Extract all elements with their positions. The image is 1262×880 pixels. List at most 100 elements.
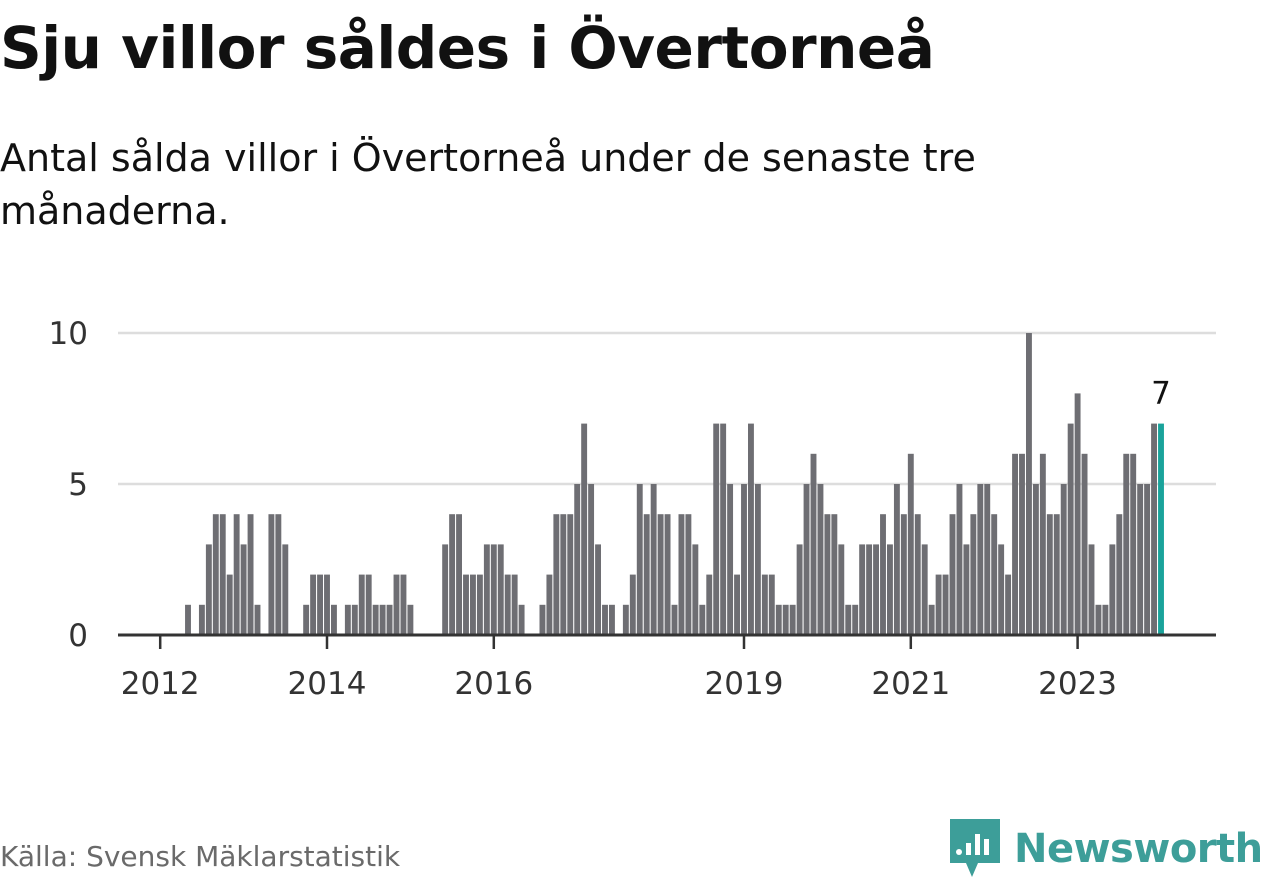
bar [970,514,977,635]
bar [636,484,643,635]
bar [344,604,351,635]
bar [1144,484,1151,635]
chart-title: Sju villor såldes i Övertorneå [0,14,935,82]
bar-highlight [1158,423,1164,635]
bar [331,604,337,635]
bar [303,604,310,635]
bar [386,604,393,635]
bar [824,514,831,635]
bar [198,604,205,635]
bar [1137,484,1144,635]
bar [1005,574,1012,635]
x-tick-label-2019: 2019 [705,666,784,702]
bar [463,574,469,635]
bar [602,604,608,635]
bar [324,574,330,635]
bar [442,544,449,635]
bar [254,604,261,635]
bar [560,514,567,635]
bar [1109,544,1116,635]
bar [727,484,734,635]
bar [1151,423,1157,635]
y-tick-label-5: 5 [68,467,88,503]
bar [317,574,323,635]
bar-chart: 0 5 10 2012 2014 2016 2019 2021 2023 7 [49,316,1216,702]
bar [907,453,914,635]
bar [761,574,768,635]
bar [282,544,289,635]
bar [379,604,386,635]
axes [118,633,1216,649]
newsworthy-logo-icon [950,819,1000,877]
bar [490,544,497,635]
bar [185,604,191,635]
bar [803,484,810,635]
bar [1095,604,1102,635]
bar [393,574,400,635]
bar [233,514,240,635]
x-tick-label-2014: 2014 [288,666,367,702]
bar [219,514,226,635]
labels: 0 5 10 2012 2014 2016 2019 2021 2023 7 [49,316,1171,702]
bar [643,514,650,635]
chart-subtitle: Antal sålda villor i Övertorneå under de… [0,136,976,234]
bar [483,544,490,635]
bar [914,514,921,635]
bar [838,544,845,635]
gridlines [118,331,1216,486]
bar [275,514,282,635]
bar [609,604,615,635]
bar [400,574,407,635]
bar [935,574,942,635]
bar [622,604,629,635]
bar [963,544,970,635]
bar [629,574,636,635]
bar [205,544,212,635]
bar [553,514,560,635]
brand-name: Newsworthy [1014,826,1262,872]
bar [845,604,852,635]
y-tick-label-10: 10 [49,316,88,352]
bar [678,514,685,635]
bar [497,544,504,635]
bar [810,453,817,635]
bar [574,484,581,635]
bar [692,544,699,635]
bar [859,544,866,635]
bar [1032,484,1039,635]
bar [998,544,1005,635]
bar [476,574,483,635]
x-tick-label-2016: 2016 [454,666,533,702]
bar [699,604,706,635]
bar [1012,453,1018,635]
bar [588,484,595,635]
bar [567,514,574,635]
bar [900,514,907,635]
bar [768,574,775,635]
bar [226,574,233,635]
bar [852,604,859,635]
bar [782,604,789,635]
bar [664,514,671,635]
bar [539,604,546,635]
bar [748,423,754,635]
bar [310,574,317,635]
bar [240,544,247,635]
bar [268,514,275,635]
bar [1067,423,1074,635]
highlight-data-label: 7 [1151,376,1171,412]
bar [942,574,949,635]
x-tick-label-2012: 2012 [121,666,200,702]
bars [185,333,1164,635]
bar [1088,544,1095,635]
bar [949,514,956,635]
bar [720,423,727,635]
y-tick-label-0: 0 [68,618,88,654]
bar [511,574,518,635]
bar [657,514,664,635]
bar [880,514,886,635]
bar [650,484,657,635]
bar [754,484,761,635]
bar [873,544,879,635]
bar [247,514,254,635]
